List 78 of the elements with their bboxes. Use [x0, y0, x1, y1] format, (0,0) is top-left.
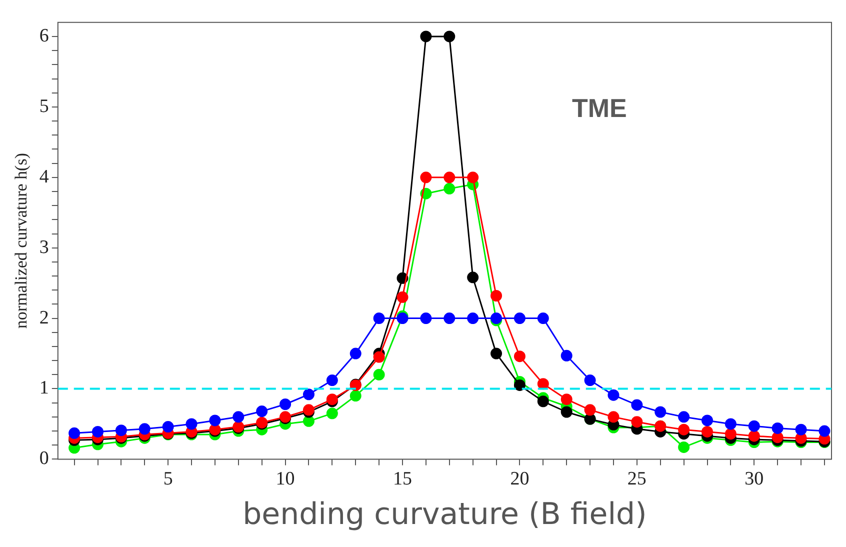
- point: [444, 182, 456, 194]
- point: [724, 418, 736, 430]
- point: [560, 406, 572, 418]
- point: [772, 422, 784, 434]
- point: [444, 30, 456, 42]
- x-tick-label: 5: [163, 468, 173, 490]
- point: [115, 424, 127, 436]
- y-tick-label: 4: [39, 166, 50, 188]
- point: [514, 312, 526, 324]
- point: [795, 424, 807, 436]
- point: [654, 406, 666, 418]
- point: [162, 421, 174, 433]
- point: [256, 406, 268, 418]
- point: [373, 368, 385, 380]
- point: [326, 408, 338, 420]
- point: [444, 312, 456, 324]
- point: [467, 172, 479, 184]
- point: [702, 426, 714, 438]
- point: [326, 374, 338, 386]
- y-tick-label: 3: [39, 236, 49, 258]
- point: [537, 378, 549, 390]
- point: [232, 411, 244, 423]
- point: [772, 432, 784, 444]
- point: [396, 291, 408, 303]
- x-tick-label: 30: [744, 468, 764, 490]
- point: [186, 418, 198, 430]
- point: [420, 30, 432, 42]
- point: [608, 411, 620, 423]
- point: [631, 399, 643, 411]
- point: [584, 404, 596, 416]
- point: [631, 416, 643, 428]
- point: [818, 425, 830, 437]
- y-tick-label: 2: [39, 307, 49, 328]
- point: [350, 348, 362, 360]
- x-tick-label: 25: [627, 468, 646, 490]
- point: [350, 390, 362, 402]
- point: [560, 394, 572, 406]
- point: [537, 396, 549, 408]
- y-tick-label: 0: [39, 448, 49, 470]
- point: [138, 423, 150, 435]
- point: [302, 415, 314, 427]
- point: [373, 351, 385, 363]
- point: [584, 374, 596, 386]
- point: [444, 172, 456, 184]
- point: [68, 427, 80, 439]
- point: [302, 388, 314, 400]
- point: [467, 272, 479, 284]
- x-tick-label: 20: [510, 468, 530, 490]
- x-tick-label: 15: [393, 468, 412, 490]
- point: [420, 312, 432, 324]
- point: [608, 389, 620, 401]
- point: [678, 441, 690, 453]
- x-axis-title: bending curvature (B field): [242, 496, 647, 532]
- point: [724, 428, 736, 440]
- point: [373, 312, 385, 324]
- point: [560, 350, 572, 362]
- point: [209, 414, 221, 426]
- point: [420, 172, 432, 184]
- point: [748, 430, 760, 442]
- point: [467, 312, 479, 324]
- point: [514, 350, 526, 362]
- point: [748, 420, 760, 432]
- point: [678, 424, 690, 436]
- point: [702, 414, 714, 426]
- point: [514, 379, 526, 391]
- point: [280, 398, 292, 410]
- y-tick-label: 6: [39, 25, 49, 46]
- point: [396, 312, 408, 324]
- point: [490, 290, 502, 302]
- annotation: TME: [572, 92, 627, 123]
- x-tick-label: 10: [276, 468, 295, 490]
- point: [92, 426, 104, 438]
- y-tick-label: 5: [39, 96, 49, 117]
- point: [537, 312, 549, 324]
- point: [678, 411, 690, 423]
- y-tick-label: 1: [39, 378, 49, 399]
- point: [490, 348, 502, 360]
- y-axis-title: normalized curvature h(s): [12, 153, 31, 329]
